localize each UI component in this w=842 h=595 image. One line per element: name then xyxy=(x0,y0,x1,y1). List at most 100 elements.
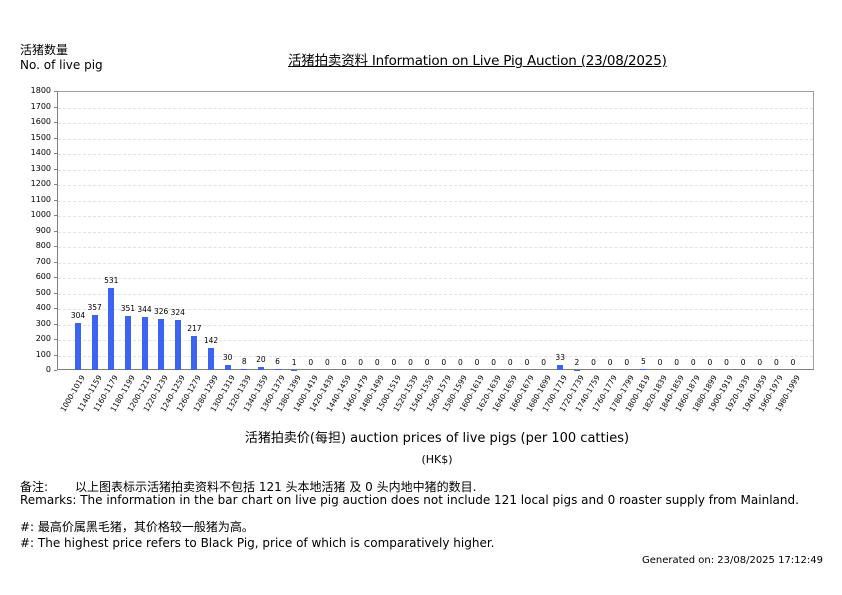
footnote-en: #: The highest price refers to Black Pig… xyxy=(20,536,495,550)
bar-value-label: 0 xyxy=(458,358,463,367)
y-tick-mark xyxy=(54,339,57,340)
bar-value-label: 0 xyxy=(391,358,397,367)
bar-value-label: 357 xyxy=(87,302,102,312)
y-tick-mark xyxy=(54,370,57,371)
bar xyxy=(224,365,231,370)
bar xyxy=(557,364,564,370)
y-tick-label: 400 xyxy=(35,303,51,312)
gridline xyxy=(58,262,813,264)
bar-value-label: 531 xyxy=(104,275,119,285)
gridline xyxy=(58,216,813,217)
y-axis-title-cn: 活猪数量 xyxy=(20,43,69,57)
bar-value-label: 0 xyxy=(790,358,796,367)
gridline xyxy=(58,185,813,186)
bar-value-label: 5 xyxy=(640,357,646,367)
gridline xyxy=(58,355,813,357)
bar-value-label: 217 xyxy=(187,324,202,334)
bar-value-label: 0 xyxy=(690,358,696,367)
y-tick-mark xyxy=(54,354,57,356)
bar-value-label: 324 xyxy=(170,307,185,317)
bar-value-label: 30 xyxy=(222,353,233,363)
bar-value-label: 0 xyxy=(441,358,447,367)
remark-cn: 以上图表标示活猪拍卖资料不包括 121 头本地活猪 及 0 头内地中猪的数目. xyxy=(75,480,477,494)
y-tick-label: 900 xyxy=(35,225,51,235)
bar-value-label: 0 xyxy=(325,358,330,367)
y-tick-mark xyxy=(54,199,57,201)
bar xyxy=(124,315,131,370)
gridline xyxy=(58,309,813,310)
bar-value-label: 0 xyxy=(607,358,613,367)
bar xyxy=(75,322,81,370)
y-tick-mark xyxy=(54,168,57,170)
generated-timestamp: Generated on: 23/08/2025 17:12:49 xyxy=(642,555,823,566)
bar xyxy=(141,316,148,370)
bar-value-label: 351 xyxy=(120,303,136,313)
gridline xyxy=(58,169,813,171)
bar-value-label: 0 xyxy=(308,358,314,367)
x-axis-unit: (HK$) xyxy=(421,453,453,466)
remark-en: Remarks: The information in the bar char… xyxy=(20,493,799,507)
y-tick-label: 1000 xyxy=(30,210,51,219)
bar-value-label: 0 xyxy=(358,358,364,367)
y-tick-mark xyxy=(54,106,57,108)
y-tick-label: 800 xyxy=(35,241,51,250)
gridline xyxy=(58,247,813,248)
gridline xyxy=(58,293,813,295)
bar xyxy=(108,287,115,370)
y-tick-mark xyxy=(54,323,57,325)
bar-value-label: 0 xyxy=(541,358,546,367)
y-tick-mark xyxy=(54,308,57,309)
y-tick-label: 700 xyxy=(35,256,51,266)
bar-value-label: 0 xyxy=(491,358,497,367)
gridline xyxy=(58,107,813,109)
y-tick-mark xyxy=(54,153,57,154)
y-tick-mark xyxy=(54,261,57,263)
bar xyxy=(241,368,248,370)
bar-value-label: 0 xyxy=(341,358,347,367)
bar-value-label: 0 xyxy=(757,358,763,367)
gridline xyxy=(58,278,813,279)
gridline xyxy=(58,123,813,124)
bar xyxy=(274,369,281,370)
bar xyxy=(640,369,647,370)
plot-area xyxy=(57,91,814,370)
y-tick-label: 100 xyxy=(35,349,51,359)
y-tick-label: 1600 xyxy=(30,117,51,126)
bar-value-label: 0 xyxy=(740,358,746,367)
bar xyxy=(174,319,181,370)
y-tick-mark xyxy=(54,215,57,216)
y-tick-mark xyxy=(54,122,57,123)
y-tick-mark xyxy=(54,277,57,278)
bar-value-label: 0 xyxy=(773,358,779,367)
bar-value-label: 326 xyxy=(153,307,169,317)
y-tick-label: 600 xyxy=(35,272,51,281)
gridline xyxy=(58,324,813,326)
bar-value-label: 2 xyxy=(574,357,580,367)
x-axis-title: 活猪拍卖价(每担) auction prices of live pigs (p… xyxy=(244,431,630,446)
remark-cn-label: 备注: xyxy=(20,480,49,494)
footnote-cn: #: 最高价属黑毛猪，其价格较一般猪为高。 xyxy=(20,520,254,534)
bar-value-label: 0 xyxy=(724,358,729,367)
gridline xyxy=(58,154,813,155)
gridline xyxy=(58,340,813,341)
bar-value-label: 0 xyxy=(591,358,596,367)
y-tick-mark xyxy=(54,230,57,232)
bar-value-label: 0 xyxy=(674,358,679,367)
y-tick-label: 1100 xyxy=(30,194,51,204)
y-tick-mark xyxy=(54,137,57,139)
bar-value-label: 0 xyxy=(624,358,630,367)
bar-value-label: 0 xyxy=(424,358,430,367)
gridline xyxy=(58,231,813,233)
y-tick-label: 1400 xyxy=(30,148,51,157)
y-tick-label: 0 xyxy=(45,365,51,374)
bar-value-label: 0 xyxy=(524,358,530,367)
bar xyxy=(191,336,198,370)
bar xyxy=(158,319,165,370)
bar-value-label: 0 xyxy=(657,358,663,367)
y-tick-mark xyxy=(54,246,57,247)
bar xyxy=(208,347,215,370)
y-tick-label: 1800 xyxy=(30,86,51,95)
y-tick-label: 200 xyxy=(35,334,51,343)
bar-value-label: 0 xyxy=(474,358,480,367)
gridline xyxy=(58,138,813,140)
